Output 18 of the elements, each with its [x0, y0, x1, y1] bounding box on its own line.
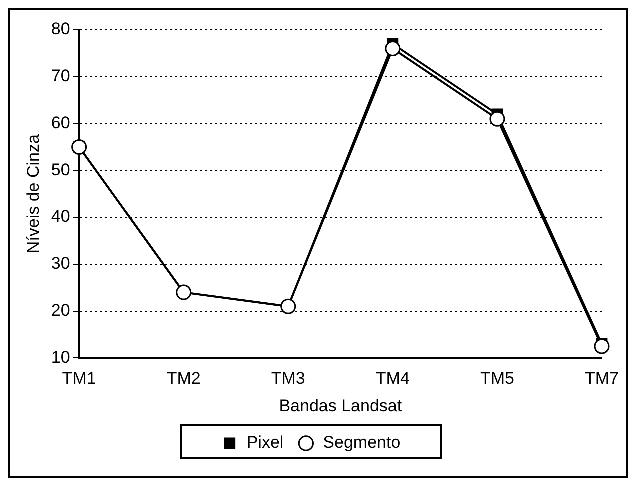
- x-tick-label: TM3: [271, 369, 306, 388]
- x-tick-label: TM5: [480, 369, 514, 388]
- x-tick-label: TM7: [585, 369, 619, 388]
- x-tick-label: TM4: [376, 369, 410, 388]
- legend-label: Pixel: [246, 433, 284, 452]
- legend-label: Segmento: [323, 433, 401, 452]
- x-axis-title: Bandas Landsat: [279, 396, 402, 416]
- y-tick-label: 10: [51, 348, 70, 367]
- y-tick-label: 60: [51, 113, 70, 132]
- x-tick-label: TM1: [62, 369, 96, 388]
- x-tick-label: TM2: [166, 369, 201, 388]
- y-tick-label: 30: [51, 254, 70, 274]
- y-tick-label: 20: [51, 301, 70, 320]
- y-tick-label: 40: [51, 207, 70, 226]
- y-axis-title: Níveis de Cinza: [24, 134, 43, 254]
- y-tick-label: 50: [51, 160, 70, 180]
- y-tick-label: 70: [51, 66, 70, 86]
- y-tick-label: 80: [51, 20, 70, 39]
